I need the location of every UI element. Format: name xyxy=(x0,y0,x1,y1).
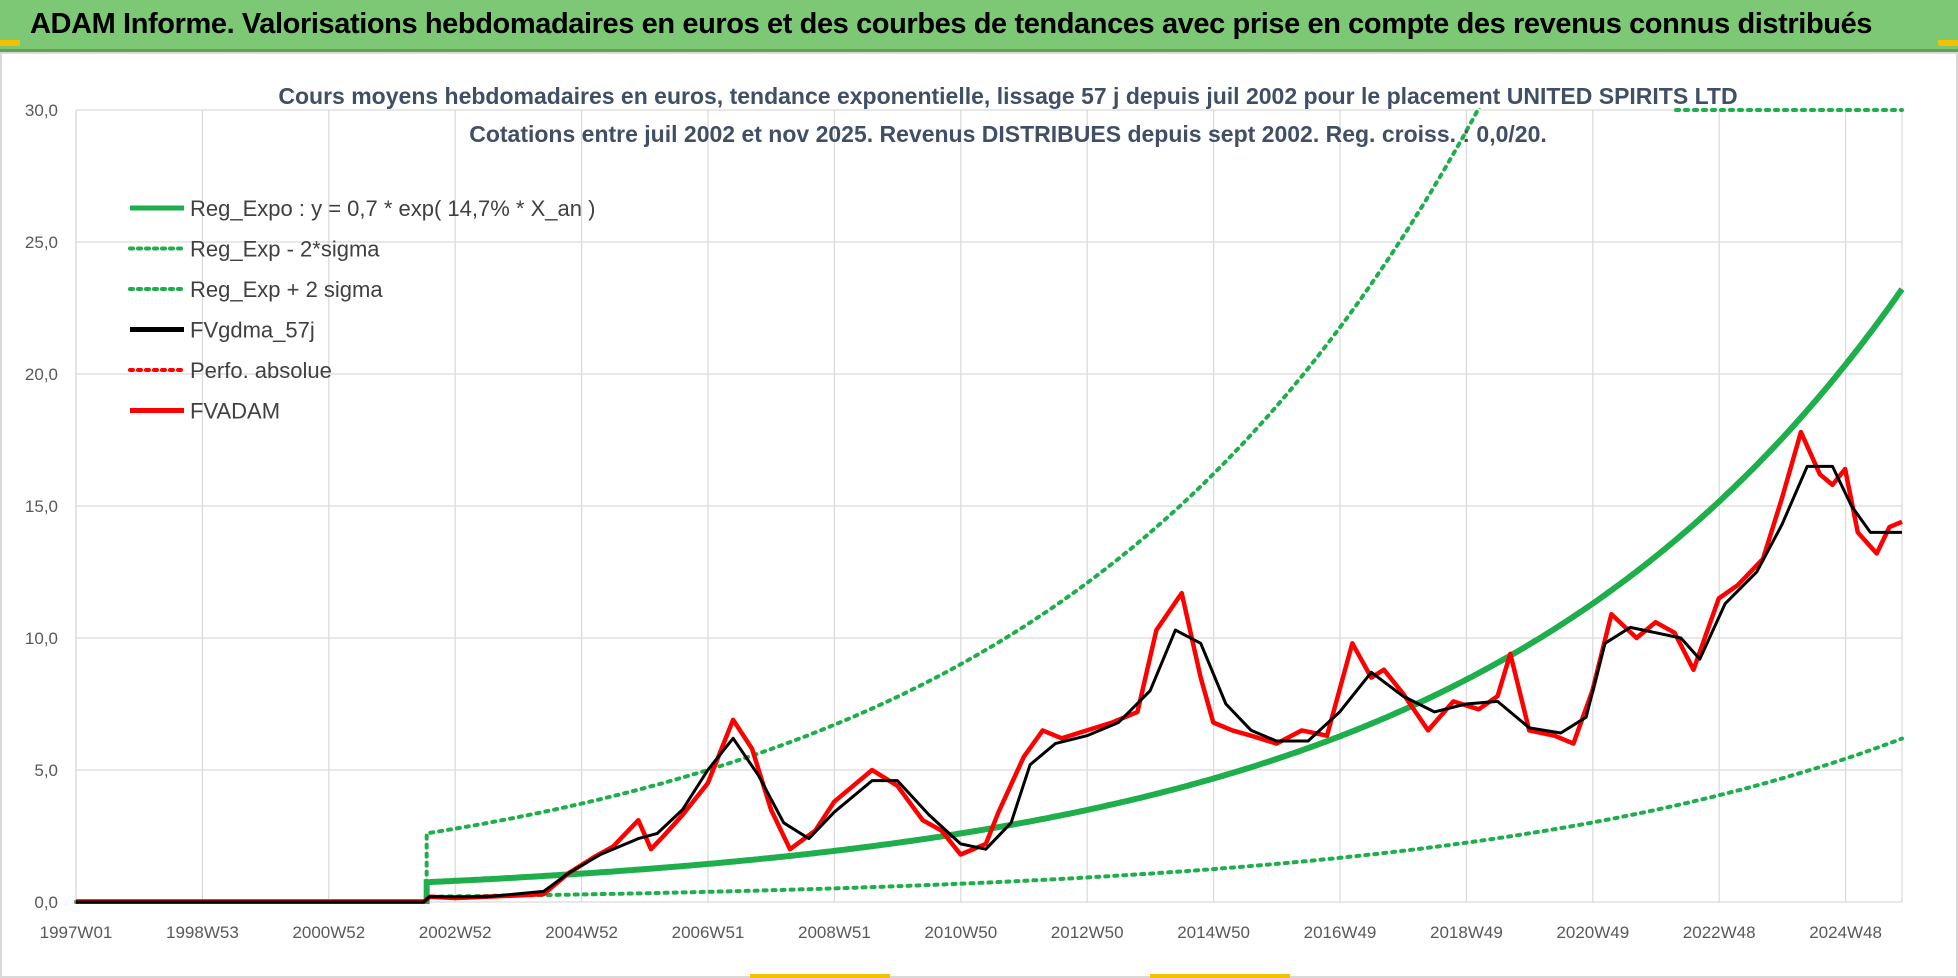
legend-label: FVADAM xyxy=(190,399,280,424)
x-tick-label: 2024W48 xyxy=(1809,923,1882,942)
legend-label: FVgdma_57j xyxy=(190,318,315,343)
fvadam-line xyxy=(76,429,1903,904)
chart-title-line1: Cours moyens hebdomadaires en euros, ten… xyxy=(278,83,1737,109)
chart-title-line2: Cotations entre juil 2002 et nov 2025. R… xyxy=(469,121,1547,147)
legend-label: Reg_Expo : y = 0,7 * exp( 14,7% * X_an ) xyxy=(190,196,595,221)
x-tick-label: 2004W52 xyxy=(545,923,618,942)
legend: Reg_Expo : y = 0,7 * exp( 14,7% * X_an )… xyxy=(128,196,595,424)
reg-expo-line xyxy=(76,287,1904,904)
report-title: ADAM Informe. Valorisations hebdomadaire… xyxy=(30,8,1873,40)
legend-label: Reg_Exp - 2*sigma xyxy=(190,237,380,262)
bottom-accent-2 xyxy=(1150,974,1290,978)
x-tick-label: 2014W50 xyxy=(1177,923,1250,942)
title-banner: ADAM Informe. Valorisations hebdomadaire… xyxy=(0,0,1958,52)
y-tick-label: 20,0 xyxy=(25,365,58,384)
legend-label: Reg_Exp + 2 sigma xyxy=(190,277,383,302)
x-axis-ticks: 1997W01 1998W53 2000W52 2002W52 2004W52 2006W… xyxy=(40,923,1882,942)
x-tick-label: 2016W49 xyxy=(1304,923,1377,942)
y-tick-label: 15,0 xyxy=(25,497,58,516)
x-tick-label: 2010W50 xyxy=(924,923,997,942)
y-axis-ticks: 0,0 5,0 10,0 15,0 20,0 25,0 30,0 xyxy=(25,101,58,912)
reg-exp-minus-2sigma-line xyxy=(74,736,1904,904)
x-tick-label: 1998W53 xyxy=(166,923,239,942)
y-tick-label: 25,0 xyxy=(25,233,58,252)
gridlines xyxy=(75,109,1903,903)
y-tick-label: 30,0 xyxy=(25,101,58,120)
y-tick-label: 0,0 xyxy=(34,893,58,912)
y-tick-label: 5,0 xyxy=(34,761,58,780)
x-tick-label: 2000W52 xyxy=(292,923,365,942)
series-group xyxy=(74,108,1904,904)
x-tick-label: 2022W48 xyxy=(1683,923,1756,942)
reg-exp-plus-2sigma-line xyxy=(74,108,1482,904)
y-tick-label: 10,0 xyxy=(25,629,58,648)
x-tick-label: 2012W50 xyxy=(1051,923,1124,942)
x-tick-label: 1997W01 xyxy=(40,923,113,942)
corner-accent-right xyxy=(1938,40,1958,46)
legend-label: Perfo. absolue xyxy=(190,358,332,383)
x-tick-label: 2006W51 xyxy=(672,923,745,942)
fvgdma-57j-line xyxy=(76,464,1902,904)
chart-frame xyxy=(0,52,1958,978)
x-tick-label: 2020W49 xyxy=(1556,923,1629,942)
corner-accent-left xyxy=(0,40,20,46)
x-tick-label: 2008W51 xyxy=(798,923,871,942)
bottom-accent-1 xyxy=(750,974,890,978)
x-tick-label: 2002W52 xyxy=(419,923,492,942)
x-tick-label: 2018W49 xyxy=(1430,923,1503,942)
